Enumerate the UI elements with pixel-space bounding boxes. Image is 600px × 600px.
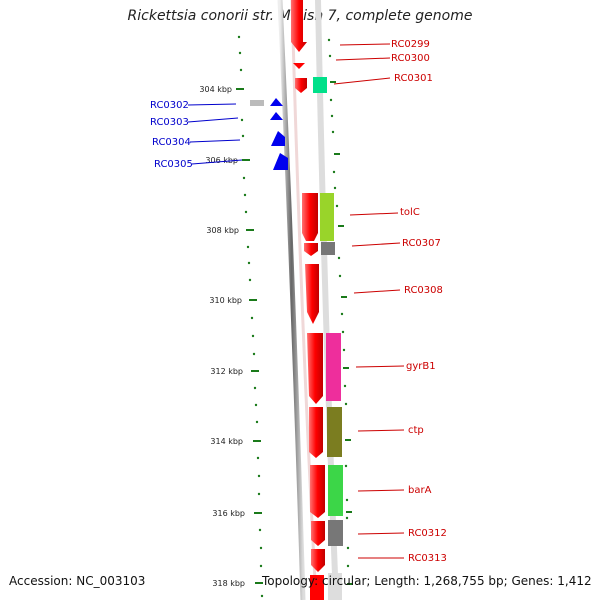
gene-arrow-rc0307 — [321, 242, 335, 255]
gene-arrow-ctp-red — [309, 407, 323, 458]
svg-text:RC0304: RC0304 — [152, 137, 191, 148]
svg-text:RC0307: RC0307 — [402, 238, 441, 249]
gene-arrow-gyrB1-red — [307, 333, 323, 404]
scale-ticks: 304 kbp 306 kbp 308 kbp 310 kbp 312 kbp … — [199, 85, 263, 588]
tick-318: 318 kbp — [212, 579, 263, 588]
tick-304: 304 kbp — [199, 85, 244, 94]
gene-arrow-rc0307-red — [304, 243, 318, 256]
gene-arrow-rc0312 — [328, 520, 343, 546]
gene-label-rc0303: RC0303 — [150, 117, 239, 128]
tick-314: 314 kbp — [210, 437, 261, 446]
gene-arrow-rc0304 — [271, 131, 285, 146]
gene-arrow-rc0312-red — [311, 521, 325, 546]
tick-label: 310 kbp — [209, 296, 242, 305]
gene-arrow-rc0301 — [313, 77, 327, 93]
tick-316: 316 kbp — [212, 509, 262, 518]
reverse-gene-labels: RC0302 RC0303 RC0304 RC0305 — [150, 100, 243, 170]
svg-text:RC0312: RC0312 — [408, 528, 447, 539]
gene-label-ctp: ctp — [357, 425, 424, 436]
svg-text:RC0299: RC0299 — [391, 39, 430, 50]
tick-label: 318 kbp — [212, 579, 245, 588]
gene-arrow-barA-red — [310, 465, 325, 518]
reverse-strand-genes — [250, 98, 288, 170]
gene-arrow-rc0302b — [270, 98, 283, 106]
tick-label: 304 kbp — [199, 85, 232, 94]
accession-text: Accession: NC_003103 — [9, 574, 146, 588]
outer-dotted-arc — [237, 35, 264, 598]
gene-label-rc0304: RC0304 — [152, 137, 241, 148]
gene-label-rc0307: RC0307 — [351, 238, 441, 249]
svg-text:gyrB1: gyrB1 — [406, 361, 436, 372]
gene-arrow-rc0313 — [311, 549, 325, 572]
tick-312: 312 kbp — [210, 367, 259, 376]
tick-308: 308 kbp — [206, 226, 254, 235]
svg-text:RC0301: RC0301 — [394, 73, 433, 84]
gene-label-rc0299: RC0299 — [339, 39, 430, 50]
svg-text:tolC: tolC — [400, 207, 420, 218]
gene-label-rc0305: RC0305 — [154, 159, 243, 170]
svg-text:barA: barA — [408, 485, 432, 496]
tick-label: 308 kbp — [206, 226, 239, 235]
gene-label-rc0308: RC0308 — [353, 285, 443, 296]
gene-label-barA: barA — [357, 485, 432, 496]
gene-arrow-rc0313b — [310, 575, 324, 600]
topology-text: Topology: circular; Length: 1,268,755 bp… — [262, 574, 592, 588]
gene-arrow-grey-bottom — [328, 573, 342, 600]
svg-text:RC0303: RC0303 — [150, 117, 189, 128]
gene-arrow-ctp — [327, 407, 342, 457]
tick-label: 306 kbp — [205, 156, 238, 165]
gene-arrow-barA — [328, 465, 343, 516]
gene-label-rc0312: RC0312 — [357, 528, 447, 539]
gene-label-rc0301: RC0301 — [333, 73, 433, 85]
inner-dotted-arc — [327, 38, 350, 568]
gene-arrow-gyrB1 — [326, 333, 341, 401]
gene-label-gyrB1: gyrB1 — [355, 361, 436, 372]
svg-text:RC0302: RC0302 — [150, 100, 189, 111]
svg-text:RC0313: RC0313 — [408, 553, 447, 564]
tick-306: 306 kbp — [205, 156, 250, 165]
genome-backbone-highlight — [290, 0, 318, 600]
gene-label-rc0313: RC0313 — [358, 553, 447, 564]
gene-arrow-rc0303 — [270, 112, 283, 120]
gene-arrow-tolC — [320, 193, 334, 241]
svg-text:RC0300: RC0300 — [391, 53, 430, 64]
svg-text:RC0308: RC0308 — [404, 285, 443, 296]
forward-strand-genes — [291, 0, 343, 600]
svg-text:RC0305: RC0305 — [154, 159, 193, 170]
gene-label-tolC: tolC — [349, 207, 420, 218]
inner-tick-marks — [330, 81, 353, 585]
tick-310: 310 kbp — [209, 296, 257, 305]
gene-arrow-rc0300 — [293, 63, 305, 69]
gene-arrow-tolC-red — [302, 193, 318, 241]
forward-gene-labels: RC0299 RC0300 RC0301 tolC RC0307 RC0308 … — [333, 39, 447, 564]
gene-arrow-rc0305 — [273, 153, 288, 170]
tick-label: 316 kbp — [212, 509, 245, 518]
genome-backbone — [277, 0, 306, 600]
tick-label: 312 kbp — [210, 367, 243, 376]
gene-arrow-rc0301a — [295, 78, 307, 93]
gene-arrow-rc0308 — [305, 264, 319, 324]
gene-arrow-rc0299 — [291, 0, 307, 52]
gene-arrow-rc0302 — [250, 100, 264, 106]
gene-label-rc0302: RC0302 — [150, 100, 237, 111]
svg-text:ctp: ctp — [408, 425, 424, 436]
gene-label-rc0300: RC0300 — [335, 53, 430, 64]
tick-label: 314 kbp — [210, 437, 243, 446]
